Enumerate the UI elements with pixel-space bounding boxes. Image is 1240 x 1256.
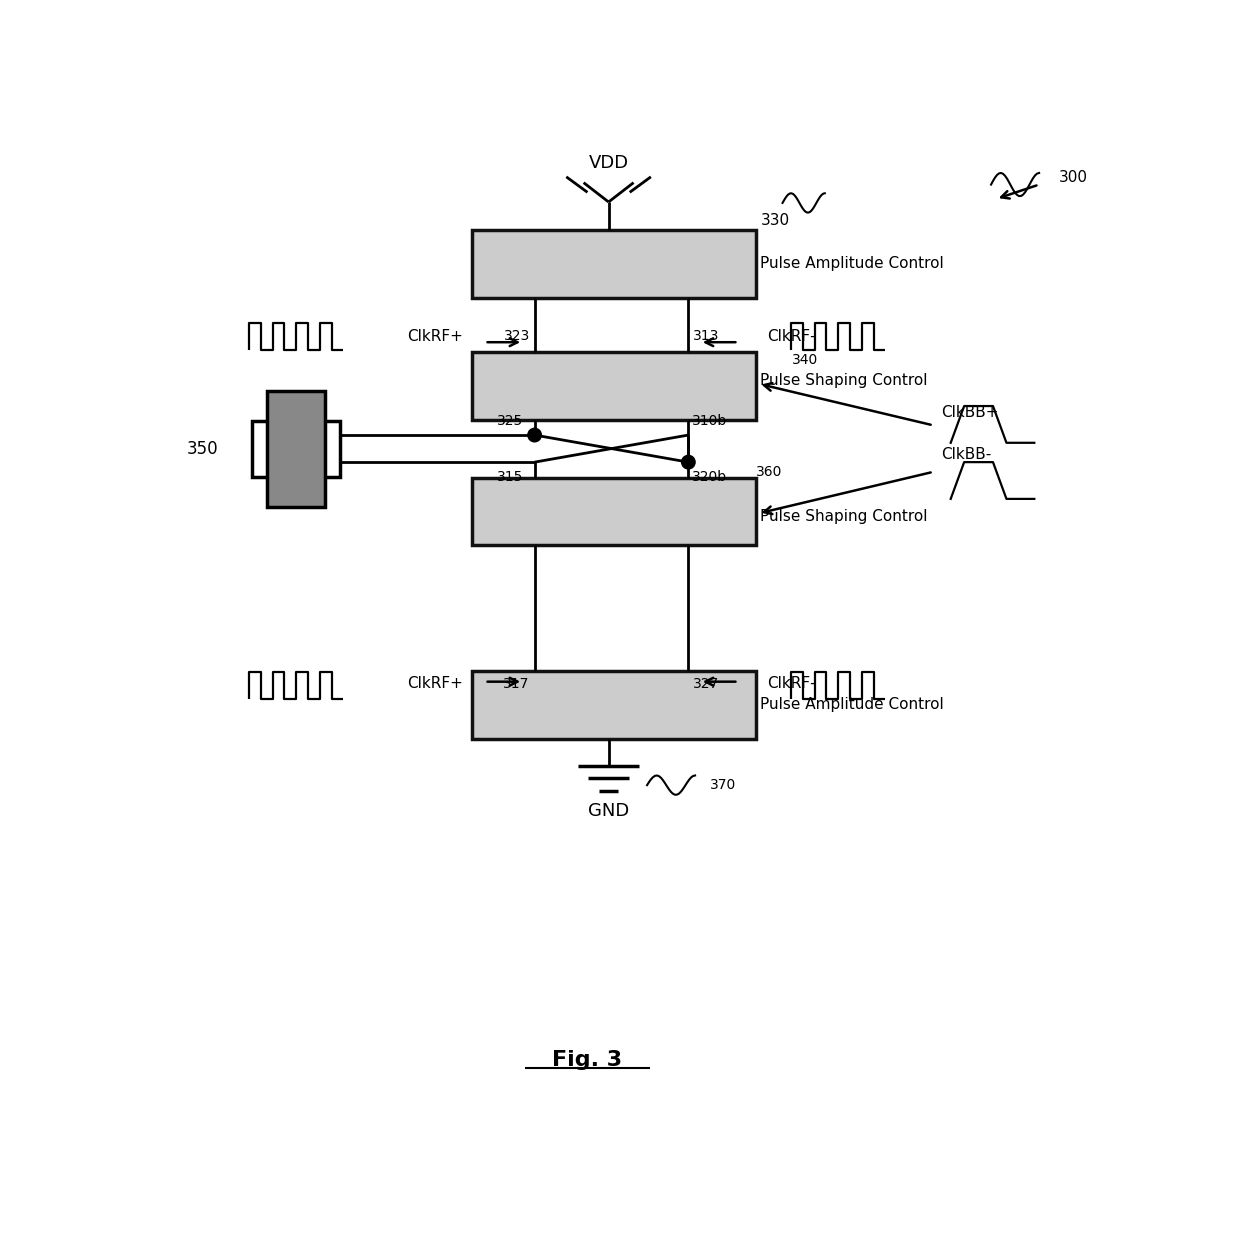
- Text: Pulse Amplitude Control: Pulse Amplitude Control: [760, 697, 944, 712]
- Text: 300: 300: [1058, 171, 1087, 186]
- Text: 360: 360: [755, 465, 782, 479]
- Text: GND: GND: [588, 803, 629, 820]
- Text: ClkRF+: ClkRF+: [407, 676, 463, 691]
- Text: ClkRF-: ClkRF-: [768, 676, 816, 691]
- Text: 323: 323: [503, 329, 529, 343]
- Text: VDD: VDD: [589, 154, 629, 172]
- Polygon shape: [472, 477, 755, 545]
- Polygon shape: [268, 391, 325, 506]
- Text: ClkBB+: ClkBB+: [941, 406, 998, 421]
- Text: Fig. 3: Fig. 3: [552, 1050, 622, 1070]
- Text: 315: 315: [497, 470, 523, 484]
- Circle shape: [528, 428, 542, 442]
- Text: 317: 317: [503, 677, 529, 691]
- Text: ClkBB-: ClkBB-: [941, 447, 991, 462]
- Text: 327: 327: [693, 677, 719, 691]
- Text: 340: 340: [792, 353, 818, 367]
- Polygon shape: [472, 671, 755, 739]
- Circle shape: [682, 456, 696, 468]
- Text: 330: 330: [760, 212, 790, 227]
- Text: Pulse Amplitude Control: Pulse Amplitude Control: [760, 256, 944, 271]
- Text: 320b: 320b: [692, 470, 728, 484]
- Text: Pulse Shaping Control: Pulse Shaping Control: [760, 509, 928, 524]
- Text: ClkRF-: ClkRF-: [768, 329, 816, 344]
- Text: 350: 350: [187, 440, 218, 457]
- Polygon shape: [472, 230, 755, 298]
- Polygon shape: [472, 352, 755, 420]
- Text: 370: 370: [709, 779, 735, 793]
- Text: 313: 313: [693, 329, 719, 343]
- Text: 310b: 310b: [692, 413, 728, 427]
- Text: Pulse Shaping Control: Pulse Shaping Control: [760, 373, 928, 388]
- Text: 325: 325: [497, 413, 523, 427]
- Text: ClkRF+: ClkRF+: [407, 329, 463, 344]
